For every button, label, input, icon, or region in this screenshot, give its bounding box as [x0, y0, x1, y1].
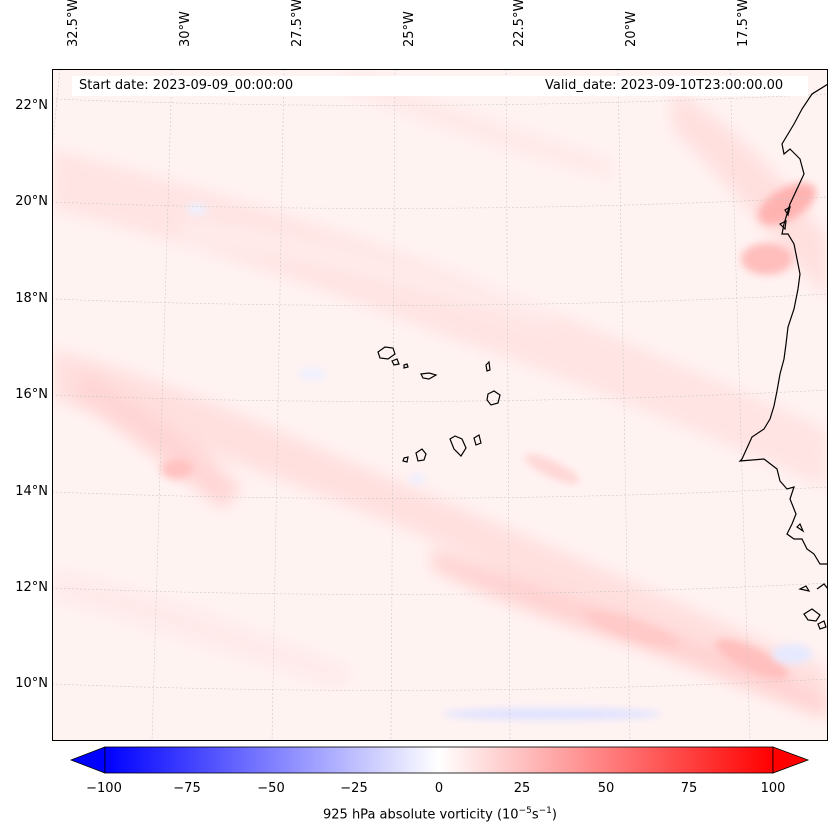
colorbar-max-arrow [772, 746, 810, 774]
colorbar-gradient [104, 746, 774, 774]
lon-label-20w: 20°W [624, 11, 639, 47]
colorbar-tick: −25 [340, 781, 368, 796]
lat-label-20n: 20°N [15, 194, 48, 209]
lon-label-22-5w: 22.5°W [512, 0, 527, 47]
lat-label-10n: 10°N [15, 676, 48, 691]
valid-date-label: Valid_date: 2023-09-10T23:00:00.00 [545, 78, 784, 93]
colorbar-tick: 100 [760, 781, 786, 796]
lon-label-17-5w: 17.5°W [736, 0, 751, 47]
lon-label-30w: 30°W [178, 11, 193, 47]
colorbar [69, 746, 810, 774]
lat-label-14n: 14°N [15, 484, 48, 499]
colorbar-tick: 25 [513, 781, 531, 796]
lon-label-25w: 25°W [402, 11, 417, 47]
colorbar-tick: 75 [680, 781, 698, 796]
lat-label-22n: 22°N [15, 98, 48, 113]
colorbar-tick: −50 [257, 781, 285, 796]
graticule [52, 69, 828, 741]
lat-label-12n: 12°N [15, 580, 48, 595]
colorbar-title: 925 hPa absolute vorticity (10−5s−1) [323, 806, 557, 823]
colorbar-tick: −75 [173, 781, 201, 796]
colorbar-min-arrow [69, 746, 106, 774]
header-strip [72, 76, 808, 96]
lat-label-16n: 16°N [15, 387, 48, 402]
colorbar-tick: 50 [597, 781, 615, 796]
colorbar-tick: −100 [86, 781, 122, 796]
cape-verde-islands [377, 346, 501, 463]
african-coastline [738, 83, 828, 565]
colorbar-tick: 0 [434, 781, 444, 796]
map-frame [52, 69, 828, 741]
lat-label-18n: 18°N [15, 291, 48, 306]
negative-vorticity-field [187, 203, 812, 720]
lon-label-32-5w: 32.5°W [66, 0, 81, 47]
start-date-label: Start date: 2023-09-09_00:00:00 [79, 78, 294, 93]
vorticity-map [52, 69, 828, 741]
lon-label-27-5w: 27.5°W [290, 0, 305, 47]
coastal-islands [778, 205, 828, 630]
